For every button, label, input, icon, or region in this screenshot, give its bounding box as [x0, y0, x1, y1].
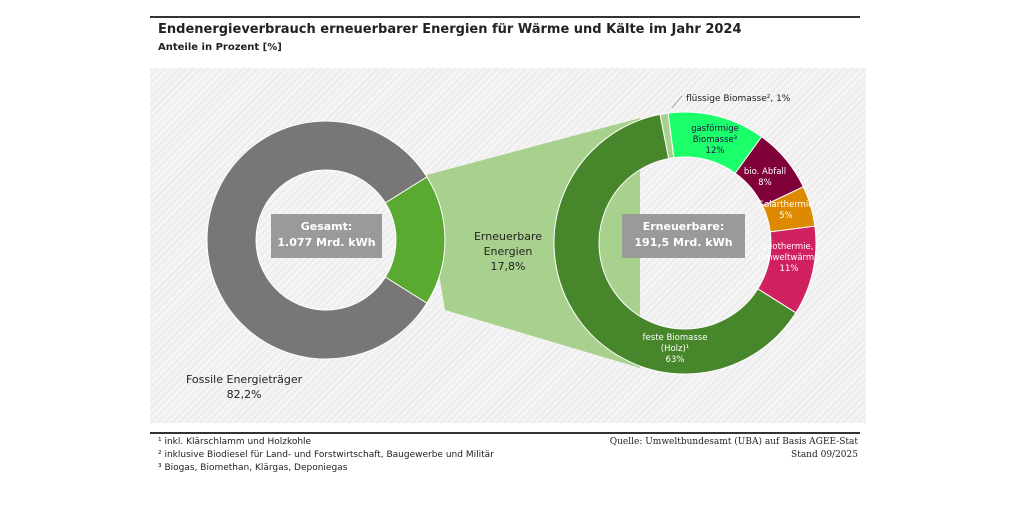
label-feste-biomasse: feste Biomasse (Holz)¹ 63%: [642, 333, 708, 365]
label-fluessige: flüssige Biomasse², 1%: [686, 94, 791, 104]
slice-feste-biomasse-holz: [553, 113, 797, 375]
bottom-rule: [150, 432, 860, 434]
renewable-center-label: Erneuerbare: 191,5 Mrd. kWh: [622, 219, 745, 251]
label-geothermie: Geothermie, Umweltwärme 11%: [758, 242, 820, 274]
source-text: Quelle: Umweltbundesamt (UBA) auf Basis …: [609, 437, 858, 447]
total-label: Gesamt:: [300, 220, 353, 233]
footnote-3: ³ Biogas, Biomethan, Klärgas, Deponiegas: [158, 463, 348, 473]
renewable-share-label: Erneuerbare Energien 17,8%: [473, 230, 543, 273]
renewable-label: Erneuerbare:: [642, 220, 725, 233]
top-rule: [150, 16, 860, 18]
renewable-center-box: [622, 214, 745, 258]
label-gasfoermige: gasförmige Biomasse³ 12%: [691, 124, 739, 156]
renewable-value: 191,5 Mrd. kWh: [634, 236, 733, 249]
chart-subtitle: Anteile in Prozent [%]: [158, 42, 282, 53]
fossil-label: Fossile Energieträger 82,2%: [186, 373, 303, 401]
total-center-box: [271, 214, 382, 258]
total-center-label: Gesamt: 1.077 Mrd. kWh: [271, 219, 382, 251]
liquid-leader-line: [671, 95, 683, 109]
footnote-2: ² inklusive Biodiesel für Land- und Fors…: [158, 450, 494, 460]
stand-text: Stand 09/2025: [791, 450, 858, 460]
label-bio-abfall: bio. Abfall 8%: [743, 167, 787, 188]
slice-fossile-energieträger: [206, 120, 428, 360]
label-solarthermie: Solarthermie 5%: [758, 200, 814, 221]
total-value: 1.077 Mrd. kWh: [277, 236, 376, 249]
chart-title: Endenergieverbrauch erneuerbarer Energie…: [158, 22, 742, 37]
footnote-1: ¹ inkl. Klärschlamm und Holzkohle: [158, 437, 312, 447]
